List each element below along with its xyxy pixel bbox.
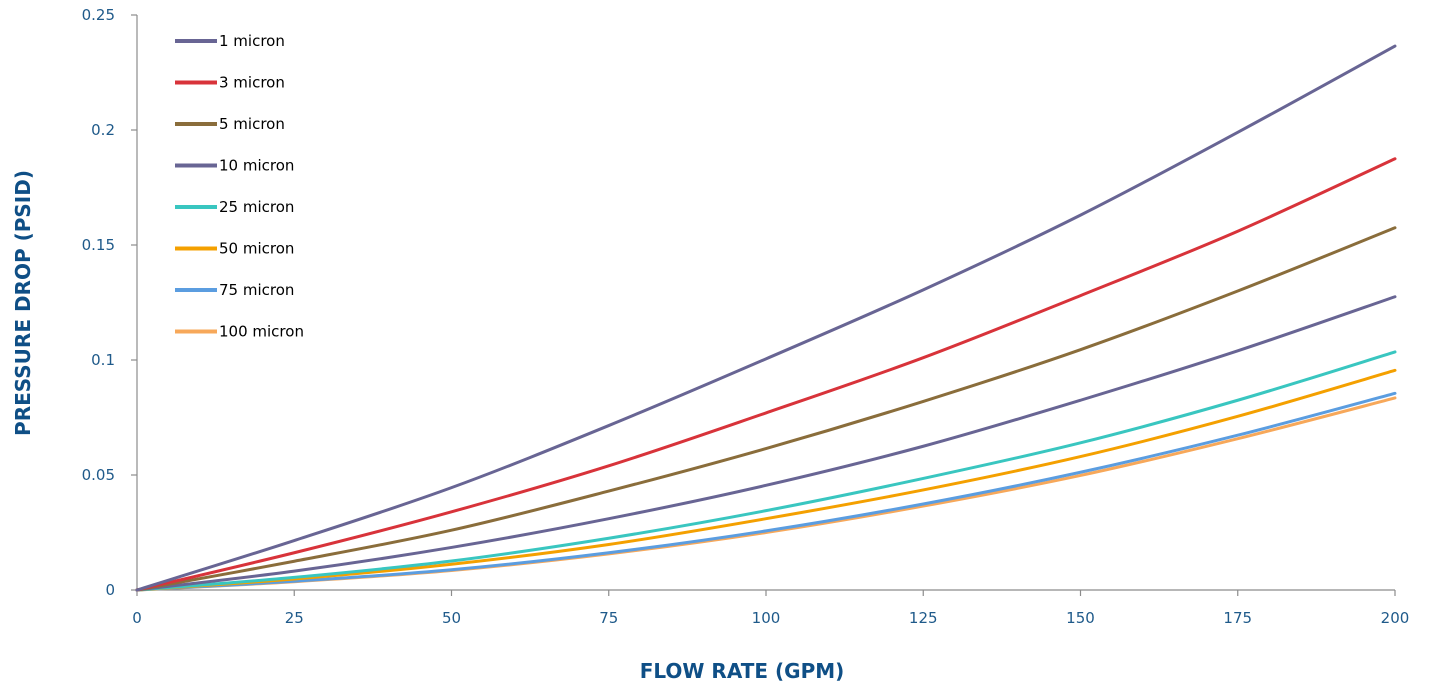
legend-label-50-micron: 50 micron: [219, 240, 294, 258]
legend-label-1-micron: 1 micron: [219, 32, 285, 50]
y-tick-label: 0.05: [82, 466, 115, 484]
y-tick-label: 0: [105, 581, 115, 599]
series-line-25-micron: [135, 350, 1397, 592]
legend: 1 micron 3 micron 5 micron 10 micron 25 micr…: [175, 32, 304, 341]
legend-label-25-micron: 25 micron: [219, 198, 294, 216]
y-tick-label: 0.2: [91, 121, 115, 139]
x-axis-title: FLOW RATE (GPM): [640, 659, 845, 683]
series-line-100-micron: [135, 396, 1397, 592]
legend-label-10-micron: 10 micron: [219, 157, 294, 175]
legend-label-3-micron: 3 micron: [219, 74, 285, 92]
x-tick-label: 150: [1066, 609, 1095, 627]
series-line-3-micron: [135, 157, 1397, 592]
x-tick-label: 175: [1223, 609, 1252, 627]
x-tick-label: 0: [132, 609, 142, 627]
x-tick-label: 75: [599, 609, 618, 627]
series-line-75-micron: [135, 391, 1397, 592]
series-line-50-micron: [135, 368, 1397, 592]
legend-label-75-micron: 75 micron: [219, 281, 294, 299]
axes-layer: 0 25 50 75 100 125 150 175 200 0 0.05 0.1 0.15 0.2 0.2…: [82, 6, 1410, 627]
x-tick-label: 200: [1381, 609, 1410, 627]
x-tick-label: 100: [752, 609, 781, 627]
legend-label-5-micron: 5 micron: [219, 115, 285, 133]
y-tick-label: 0.25: [82, 6, 115, 24]
series-line-5-micron: [135, 226, 1397, 592]
series-layer: [135, 44, 1397, 592]
y-tick-label: 0.1: [91, 351, 115, 369]
y-axis-title: PRESSURE DROP (PSID): [11, 170, 35, 436]
legend-label-100-micron: 100 micron: [219, 323, 304, 341]
x-tick-label: 125: [909, 609, 938, 627]
x-tick-label: 50: [442, 609, 461, 627]
x-tick-label: 25: [285, 609, 304, 627]
y-tick-label: 0.15: [82, 236, 115, 254]
series-line-10-micron: [135, 295, 1397, 592]
series-line-1-micron: [135, 44, 1397, 592]
